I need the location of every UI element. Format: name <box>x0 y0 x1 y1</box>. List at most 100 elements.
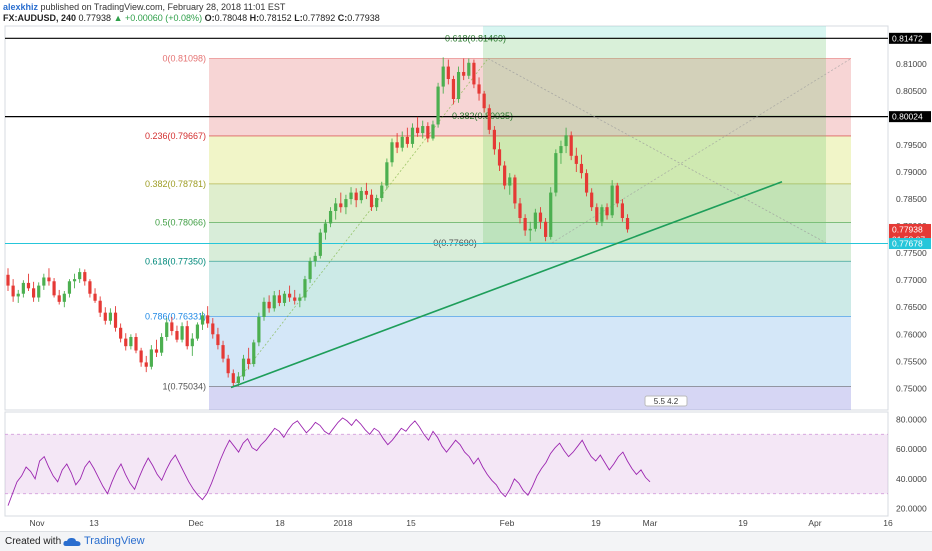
candle-body <box>129 336 133 347</box>
candle-body <box>610 185 614 216</box>
candle-body <box>78 272 82 280</box>
candle-body <box>462 71 466 76</box>
candle-body <box>21 282 25 294</box>
candle-body <box>113 312 118 328</box>
candle-body <box>487 108 491 130</box>
fib-level-label: 0.236(0.79667) <box>145 131 206 141</box>
price-tick-label: 0.79000 <box>896 167 927 177</box>
candle-body <box>190 338 194 347</box>
fib-zone <box>209 135 851 184</box>
candle-body <box>165 322 169 337</box>
time-tick-label: Nov <box>29 518 45 528</box>
candle-body <box>247 358 251 365</box>
rsi-line <box>7 417 651 506</box>
candle-body <box>119 327 123 339</box>
candle-body <box>42 277 46 286</box>
price-tick-label: 0.77500 <box>896 248 927 258</box>
candle-body <box>590 192 594 208</box>
candle-body <box>410 127 415 144</box>
candle-body <box>523 218 527 231</box>
tradingview-cloud-icon <box>63 537 81 546</box>
candle-body <box>544 221 548 237</box>
candle-body <box>303 279 307 298</box>
candle-body <box>313 255 317 262</box>
projection-zone <box>483 38 826 243</box>
candle-body <box>584 173 589 193</box>
candle-body <box>472 62 476 85</box>
price-axis-box <box>889 111 931 123</box>
open-value: 0.78048 <box>214 13 248 23</box>
fib-level-label: 0.5(0.78066) <box>155 218 206 228</box>
rsi-band <box>5 434 888 494</box>
footer-bar: Created with TradingView <box>0 531 932 551</box>
candle-body <box>375 197 379 208</box>
projection-level-label: 0(0.77690) <box>433 238 477 248</box>
candle-body <box>226 358 230 374</box>
candle-body <box>170 322 174 332</box>
candle-body <box>298 297 302 301</box>
candle-body <box>431 124 435 139</box>
candle-body <box>180 326 184 340</box>
rsi-tick-label: 60.0000 <box>896 444 927 454</box>
rsi-tick-label: 20.0000 <box>896 504 927 514</box>
candle-body <box>416 127 420 134</box>
candle-body <box>149 349 153 367</box>
candle-body <box>467 62 471 76</box>
candle-body <box>564 135 568 147</box>
candle-body <box>11 285 15 297</box>
candle-body <box>6 274 10 286</box>
candle-body <box>139 350 143 363</box>
close-label: C: <box>337 13 348 23</box>
candle-body <box>88 281 92 294</box>
support-trend-line[interactable] <box>230 181 783 389</box>
candle-body <box>328 210 333 224</box>
candle-body <box>492 129 496 150</box>
candle-body <box>359 190 363 201</box>
price-tick-label: 0.79500 <box>896 140 927 150</box>
candle-body <box>426 126 430 139</box>
price-pane[interactable] <box>4 25 889 411</box>
tradingview-brand[interactable]: TradingView <box>84 535 145 547</box>
price-tick-label: 0.77000 <box>896 275 927 285</box>
author-link[interactable]: alexkhiz <box>3 2 39 12</box>
candle-body <box>67 281 72 294</box>
candle-body <box>108 312 112 321</box>
price-axis-box <box>889 223 931 235</box>
candle-body <box>282 293 287 303</box>
price-tick-label: 0.75000 <box>896 383 927 393</box>
price-axis-box <box>889 238 931 250</box>
candle-body <box>421 126 425 134</box>
candle-body <box>241 358 246 377</box>
fib-level-label: 1(0.75034) <box>162 382 206 392</box>
price-axis-box-label: 0.80024 <box>892 112 923 122</box>
candle-body <box>354 192 358 201</box>
candle-body <box>185 326 189 347</box>
candle-body <box>620 203 624 218</box>
projection-diagonal-line <box>551 58 852 244</box>
time-tick-label: 18 <box>275 518 285 528</box>
candle-body <box>257 316 261 343</box>
candle-body <box>262 301 266 317</box>
candle-body <box>134 336 138 351</box>
price-axis-box-label: 0.77938 <box>892 224 923 234</box>
close-value: 0.77938 <box>347 13 380 23</box>
price-chart[interactable]: 0(0.81098) 0.236(0.79667) 0.382(0.78781) 0.… <box>0 0 932 531</box>
projection-zone <box>483 26 826 39</box>
candle-body <box>349 192 353 200</box>
candle-body <box>615 185 619 204</box>
candle-body <box>482 93 486 109</box>
price-change: ▲ +0.00060 (+0.08%) <box>113 13 203 23</box>
time-tick-label: Feb <box>500 518 515 528</box>
candle-body <box>206 315 210 324</box>
candle-body <box>446 66 450 80</box>
price-axis-box <box>889 32 931 44</box>
time-tick-label: 19 <box>591 518 601 528</box>
candle-body <box>380 185 384 198</box>
candle-body <box>267 301 271 309</box>
candle-body <box>390 142 394 163</box>
candle-body <box>160 336 164 353</box>
time-tick-label: Dec <box>188 518 204 528</box>
high-label: H: <box>249 13 260 23</box>
last-price: 0.77938 <box>78 13 112 23</box>
candle-body <box>72 279 77 282</box>
